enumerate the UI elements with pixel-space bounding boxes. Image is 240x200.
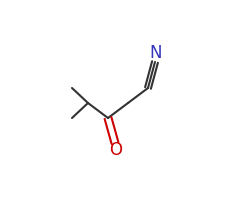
Text: N: N bbox=[150, 44, 162, 62]
Text: O: O bbox=[109, 141, 122, 159]
